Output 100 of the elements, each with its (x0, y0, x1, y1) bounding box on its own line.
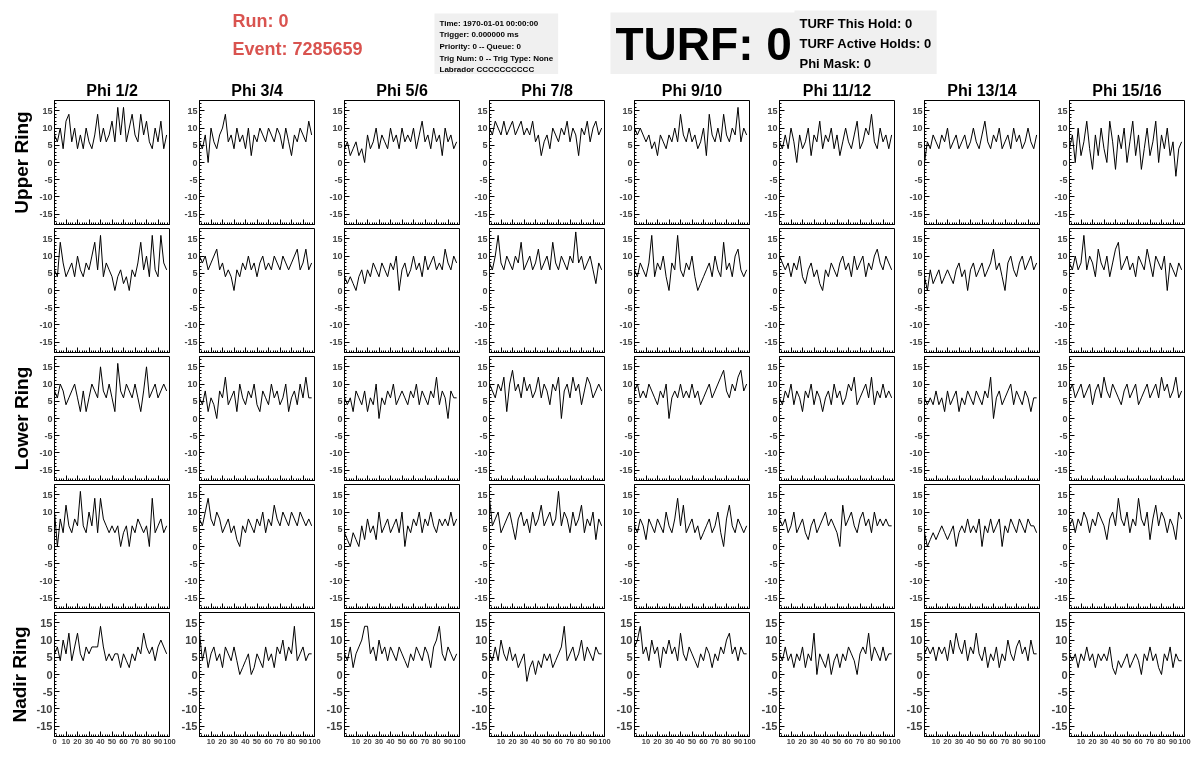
y-tick-label: -5 (769, 430, 778, 441)
y-tick-label: -10 (906, 702, 923, 715)
y-tick-label: 15 (767, 489, 778, 500)
y-tick-label: -15 (181, 720, 198, 733)
y-tick-label: 15 (767, 105, 778, 116)
y-tick-label: 15 (42, 361, 53, 372)
text: Event: 7285659 (232, 38, 363, 59)
y-tick-label: -5 (624, 558, 633, 569)
y-tick-label: -10 (181, 702, 198, 715)
y-tick-label: -5 (189, 430, 198, 441)
y-tick-label: 10 (42, 507, 53, 518)
y-tick-label: 0 (191, 668, 198, 681)
y-tick-label: 15 (185, 616, 198, 629)
y-tick-label: -10 (326, 702, 343, 715)
y-tick-label: -10 (764, 447, 778, 458)
y-tick-label: 0 (482, 413, 488, 424)
y-tick-label: 10 (187, 251, 198, 262)
y-tick-label: 5 (192, 396, 198, 407)
y-tick-label: 10 (42, 123, 53, 134)
y-tick-label: -10 (764, 319, 778, 330)
y-tick-label: -15 (184, 337, 198, 348)
y-tick-label: 10 (912, 251, 923, 262)
y-tick-label: 5 (772, 140, 778, 151)
chart-title: Phi 9/10 (661, 81, 723, 99)
y-tick-label: -15 (39, 337, 53, 348)
y-tick-label: 10 (332, 379, 343, 390)
text: TURF Active Holds: 0 (799, 35, 932, 51)
y-tick-label: 10 (185, 634, 198, 647)
y-tick-label: 5 (482, 524, 488, 535)
y-tick-label: 10 (622, 507, 633, 518)
y-tick-label: -10 (184, 575, 198, 586)
y-tick-label: -5 (914, 174, 923, 185)
y-tick-label: -10 (764, 575, 778, 586)
y-tick-label: 0 (192, 157, 198, 168)
y-tick-label: -15 (906, 720, 923, 733)
y-tick-label: 10 (1057, 251, 1068, 262)
y-tick-label: 15 (765, 616, 778, 629)
y-tick-label: -15 (909, 465, 923, 476)
y-tick-label: 15 (620, 616, 633, 629)
y-tick-label: 10 (1055, 634, 1068, 647)
y-tick-label: 10 (187, 507, 198, 518)
y-tick-label: 5 (192, 140, 198, 151)
y-tick-label: 0 (482, 541, 488, 552)
y-tick-label: -10 (909, 191, 923, 202)
y-tick-label: 0 (917, 541, 923, 552)
y-tick-label: 10 (1057, 123, 1068, 134)
y-tick-label: 5 (916, 651, 923, 664)
y-tick-label: -15 (909, 337, 923, 348)
y-tick-label: 5 (337, 140, 343, 151)
text: TURF This Hold: 0 (799, 15, 913, 31)
y-tick-label: 10 (620, 634, 633, 647)
y-tick-label: -5 (912, 685, 923, 698)
y-tick-label: 0 (336, 668, 343, 681)
y-tick-label: 0 (482, 285, 488, 296)
y-tick-label: 15 (1057, 489, 1068, 500)
y-tick-label: -15 (761, 720, 778, 733)
y-tick-label: -5 (44, 174, 53, 185)
y-tick-label: -15 (184, 465, 198, 476)
y-tick-label: -15 (1051, 720, 1068, 733)
y-tick-label: 5 (1062, 524, 1068, 535)
y-tick-label: 0 (46, 668, 53, 681)
y-tick-label: 15 (912, 233, 923, 244)
y-tick-label: 0 (627, 541, 633, 552)
text: Trig Num: 0 -- Trig Type: None (439, 53, 554, 63)
y-tick-label: 5 (626, 651, 633, 664)
y-tick-label: -5 (44, 302, 53, 313)
y-tick-label: -5 (479, 558, 488, 569)
chart-title: Phi 11/12 (802, 81, 872, 99)
y-tick-label: 10 (910, 634, 923, 647)
y-tick-label: 5 (772, 268, 778, 279)
y-tick-label: -5 (622, 685, 633, 698)
y-tick-label: 0 (337, 413, 343, 424)
y-tick-label: -5 (767, 685, 778, 698)
y-tick-label: 5 (47, 396, 53, 407)
y-tick-label: 10 (187, 379, 198, 390)
y-tick-label: 0 (772, 413, 778, 424)
y-tick-label: 0 (627, 157, 633, 168)
y-tick-label: -15 (619, 593, 633, 604)
y-tick-label: 15 (332, 233, 343, 244)
y-tick-label: -5 (477, 685, 488, 698)
y-tick-label: -10 (909, 575, 923, 586)
y-tick-label: -15 (764, 593, 778, 604)
y-tick-label: -5 (189, 558, 198, 569)
y-tick-label: -5 (479, 174, 488, 185)
y-tick-label: -15 (1054, 465, 1068, 476)
y-tick-label: 15 (1057, 105, 1068, 116)
y-tick-label: 5 (772, 396, 778, 407)
y-tick-label: -5 (334, 558, 343, 569)
y-tick-label: -5 (334, 430, 343, 441)
y-tick-label: 5 (627, 140, 633, 151)
text: Phi Mask: 0 (799, 56, 872, 71)
text: TURF: 0 (615, 17, 792, 70)
y-tick-label: -15 (39, 209, 53, 220)
y-tick-label: -5 (769, 302, 778, 313)
y-tick-label: -10 (1051, 702, 1068, 715)
y-tick-label: -15 (764, 465, 778, 476)
y-tick-label: -5 (189, 174, 198, 185)
y-tick-label: 15 (1057, 233, 1068, 244)
y-tick-label: 0 (1062, 541, 1068, 552)
y-tick-label: 5 (337, 524, 343, 535)
